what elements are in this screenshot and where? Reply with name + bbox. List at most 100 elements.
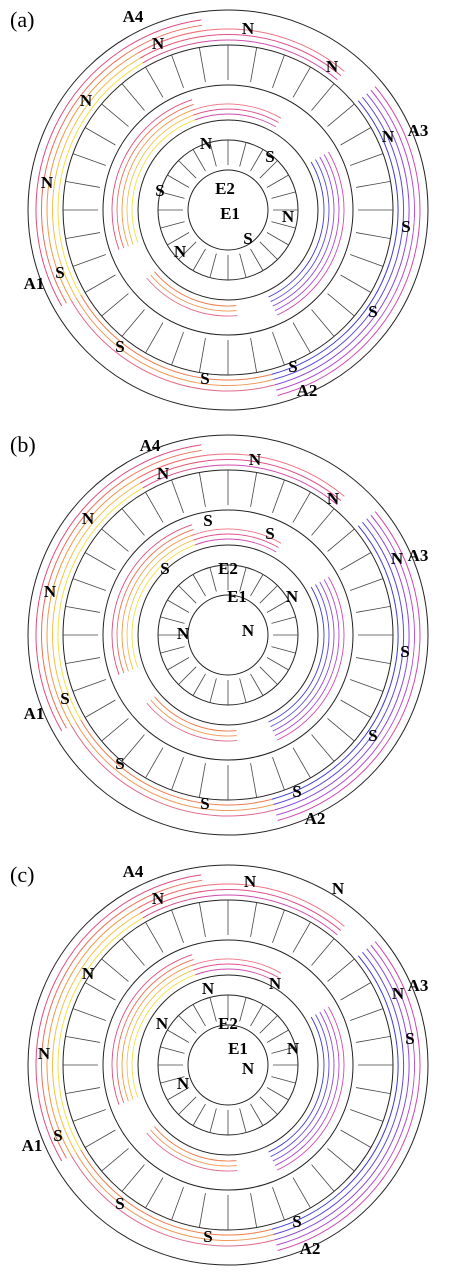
slot-line — [66, 658, 100, 664]
pole-label: N — [249, 450, 262, 469]
pole-label: S — [265, 524, 274, 543]
slot-line — [312, 84, 334, 111]
slot-line — [146, 1178, 164, 1208]
slot-line — [172, 1187, 184, 1220]
slot-line — [251, 903, 257, 937]
slot-line — [66, 233, 100, 239]
pole-label: N — [244, 872, 257, 891]
slot-line — [240, 142, 246, 166]
flux-line — [273, 522, 403, 804]
pole-label: N — [38, 1044, 51, 1063]
flux-line — [273, 157, 334, 306]
slot-line — [122, 310, 144, 337]
slot-line — [172, 480, 184, 513]
pole-label: A2 — [300, 1239, 321, 1258]
pole-label: S — [203, 1227, 212, 1246]
flux-line — [273, 1012, 334, 1161]
slot-line — [193, 574, 206, 596]
slot-line — [251, 574, 264, 596]
flux-line — [58, 467, 204, 720]
slot-line — [73, 1009, 106, 1021]
pole-label: A4 — [123, 7, 144, 26]
slot-line — [172, 55, 184, 88]
slot-line — [251, 338, 257, 372]
slot-line — [341, 128, 371, 146]
flux-line — [52, 891, 203, 1153]
pole-label: S — [53, 1126, 62, 1145]
ring — [188, 595, 268, 675]
pole-label: S — [368, 302, 377, 321]
pole-label: S — [292, 782, 301, 801]
slot-line — [267, 1030, 289, 1043]
flux-line — [272, 956, 398, 1229]
flux-line — [76, 1153, 273, 1241]
slot-line — [271, 1077, 295, 1083]
slot-line — [272, 480, 284, 513]
slot-line — [272, 332, 284, 365]
pole-label: N — [242, 621, 255, 640]
slot-line — [73, 254, 106, 266]
pole-label: S — [405, 1029, 414, 1048]
slot-line — [328, 719, 355, 741]
slot-line — [210, 678, 216, 702]
slot-line — [293, 492, 311, 522]
pole-label: N — [177, 624, 190, 643]
pole-label: N — [282, 207, 295, 226]
pole-label: A2 — [297, 381, 318, 400]
slot-line — [341, 553, 371, 571]
pole-label: S — [200, 794, 209, 813]
pole-label: S — [115, 1194, 124, 1213]
flux-line — [192, 959, 281, 973]
slot-line — [122, 509, 144, 536]
pole-label: N — [174, 242, 187, 261]
slot-line — [272, 55, 284, 88]
slot-line — [85, 1130, 115, 1148]
flux-line — [275, 949, 409, 1240]
slot-line — [167, 600, 189, 613]
slot-line — [85, 700, 115, 718]
slot-line — [167, 1030, 189, 1043]
pole-label: A1 — [24, 274, 45, 293]
pole-label: N — [326, 57, 339, 76]
slot-line — [260, 667, 278, 685]
flux-line — [112, 100, 192, 250]
flux-line — [81, 720, 272, 805]
slot-line — [260, 586, 278, 604]
slot-line — [85, 553, 115, 571]
slot-line — [179, 1097, 197, 1115]
pole-label: S — [243, 229, 252, 248]
pole-label: S — [400, 642, 409, 661]
flux-line — [132, 119, 198, 243]
slot-line — [210, 567, 216, 591]
pole-label: S — [288, 357, 297, 376]
slot-line — [271, 192, 295, 198]
figure: (a)A4NNNA3NSSSA2SSA1SNNNSSE2E1NNS(b)A4NN… — [0, 0, 449, 1287]
slot-line — [251, 1193, 257, 1227]
flux-line — [81, 295, 272, 380]
slot-line — [199, 903, 205, 937]
slot-line — [160, 222, 184, 228]
slot-line — [341, 983, 371, 1001]
slot-line — [312, 735, 334, 762]
pole-label: N — [287, 1039, 300, 1058]
pole-label: N — [269, 974, 282, 993]
slot-line — [199, 338, 205, 372]
ring — [103, 510, 353, 760]
slot-line — [193, 1004, 206, 1026]
slot-line — [167, 658, 189, 671]
slot-line — [210, 1108, 216, 1132]
flux-line — [71, 726, 275, 817]
slot-line — [146, 323, 164, 353]
pole-label: N — [392, 984, 405, 1003]
slot-line — [267, 233, 289, 246]
flux-line — [273, 952, 403, 1234]
flux-line — [154, 1127, 236, 1161]
pole-label: S — [160, 559, 169, 578]
slot-line — [146, 67, 164, 97]
flux-line — [147, 703, 237, 741]
flux-line — [71, 1156, 275, 1247]
slot-line — [341, 700, 371, 718]
flux-line — [143, 40, 337, 80]
slot-line — [85, 128, 115, 146]
